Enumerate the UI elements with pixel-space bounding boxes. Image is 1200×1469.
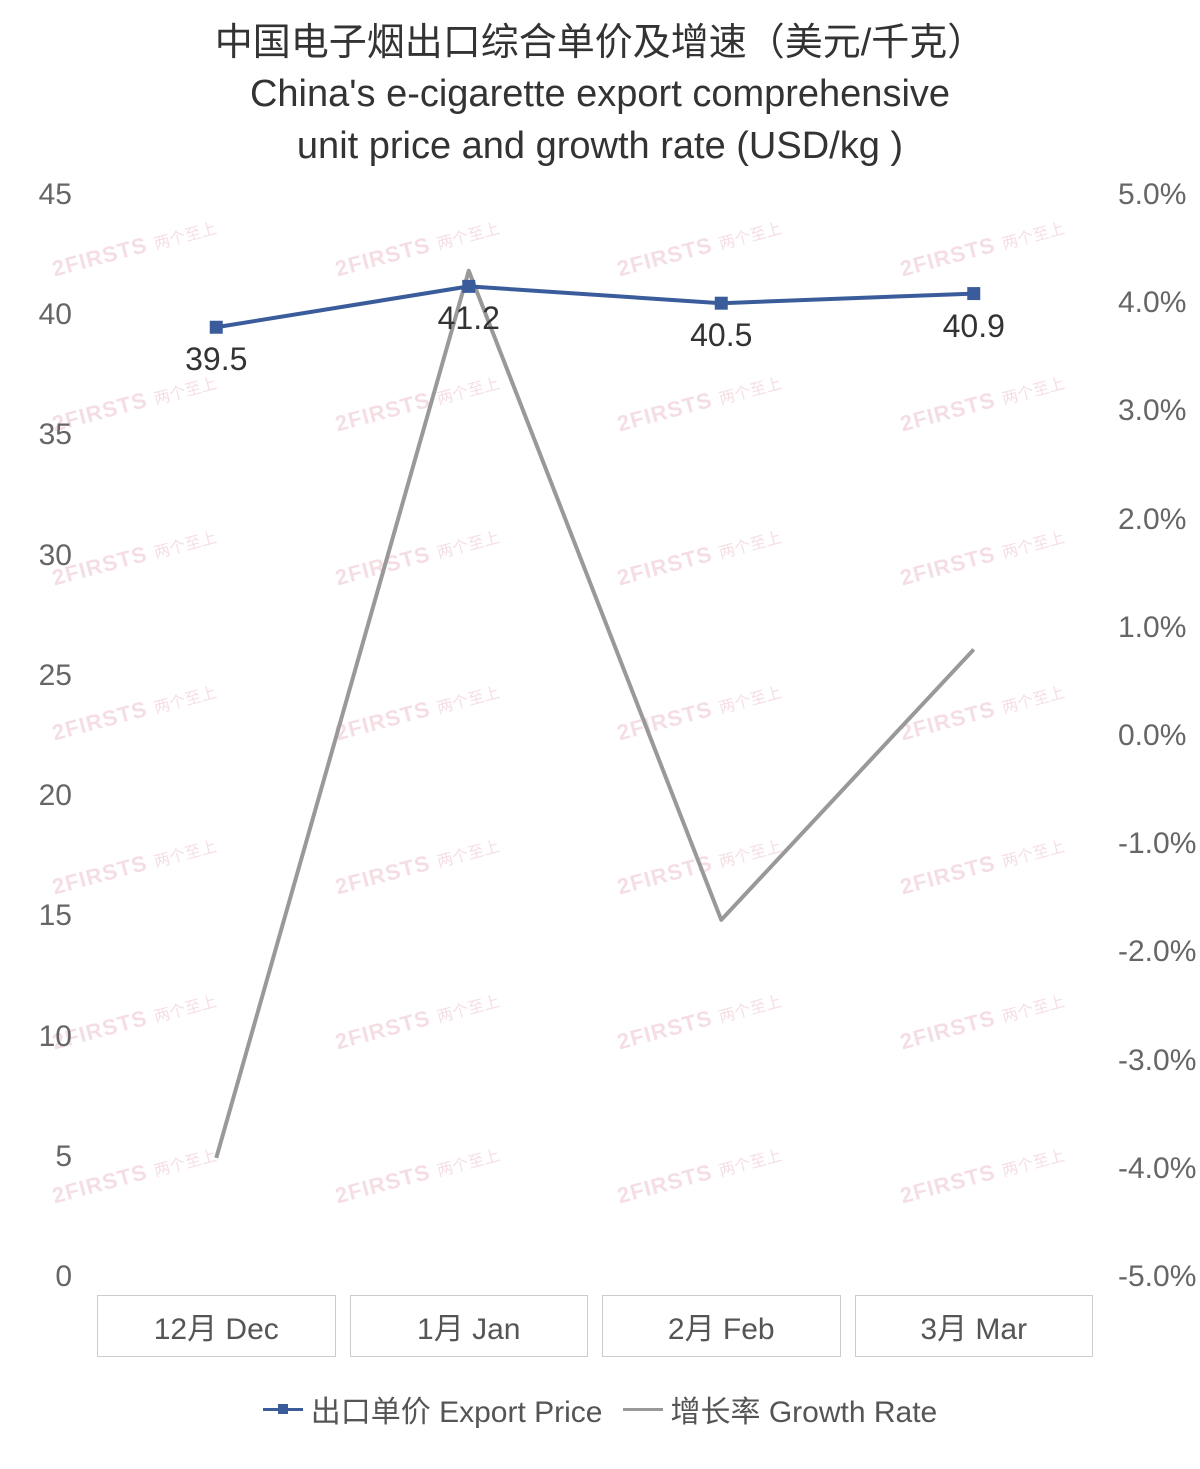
chart-title: 中国电子烟出口综合单价及增速（美元/千克） China's e-cigarett…	[0, 0, 1200, 172]
right-axis-tick-label: 4.0%	[1118, 286, 1186, 320]
legend-swatch	[263, 1408, 303, 1411]
legend-swatch	[623, 1408, 663, 1411]
left-axis-tick-label: 15	[39, 899, 72, 933]
price-data-label: 41.2	[438, 300, 500, 337]
title-line-1: 中国电子烟出口综合单价及增速（美元/千克）	[0, 18, 1200, 69]
right-axis-tick-label: 2.0%	[1118, 503, 1186, 537]
price-data-label: 39.5	[185, 341, 247, 378]
left-axis-tick-label: 20	[39, 779, 72, 813]
right-axis-tick-label: 3.0%	[1118, 394, 1186, 428]
right-axis-tick-label: 1.0%	[1118, 611, 1186, 645]
chart-container: 中国电子烟出口综合单价及增速（美元/千克） China's e-cigarett…	[0, 0, 1200, 1469]
x-category-box: 3月 Mar	[855, 1295, 1094, 1357]
growth-rate-line	[216, 271, 974, 1158]
x-category-label: 2月 Feb	[668, 1304, 775, 1348]
legend-item: 出口单价 Export Price	[263, 1387, 603, 1431]
left-axis-tick-label: 0	[55, 1260, 72, 1294]
price-marker	[210, 321, 222, 333]
right-axis-tick-label: 0.0%	[1118, 719, 1186, 753]
x-category-box: 12月 Dec	[97, 1295, 336, 1357]
price-marker	[968, 288, 980, 300]
legend: 出口单价 Export Price 增长率 Growth Rate	[0, 1387, 1200, 1431]
left-axis-tick-label: 35	[39, 418, 72, 452]
left-axis-tick-label: 30	[39, 539, 72, 573]
price-marker	[463, 280, 475, 292]
right-axis-tick-label: -3.0%	[1118, 1044, 1196, 1078]
x-category-label: 12月 Dec	[154, 1304, 279, 1348]
title-line-2: China's e-cigarette export comprehensive	[0, 69, 1200, 120]
legend-label: 出口单价 Export Price	[311, 1387, 603, 1431]
left-axis-tick-label: 40	[39, 298, 72, 332]
x-category-label: 3月 Mar	[920, 1304, 1027, 1348]
left-axis-tick-label: 5	[55, 1140, 72, 1174]
right-axis-tick-label: -4.0%	[1118, 1152, 1196, 1186]
export-price-line	[216, 286, 974, 327]
left-axis-tick-label: 25	[39, 659, 72, 693]
left-axis-tick-label: 45	[39, 178, 72, 212]
title-line-3: unit price and growth rate (USD/kg )	[0, 121, 1200, 172]
left-axis-tick-label: 10	[39, 1020, 72, 1054]
right-axis-tick-label: 5.0%	[1118, 178, 1186, 212]
price-data-label: 40.9	[943, 308, 1005, 345]
x-category-box: 1月 Jan	[350, 1295, 589, 1357]
right-axis-tick-label: -1.0%	[1118, 827, 1196, 861]
price-marker	[715, 297, 727, 309]
price-data-label: 40.5	[690, 317, 752, 354]
legend-label: 增长率 Growth Rate	[671, 1387, 938, 1431]
right-axis-tick-label: -2.0%	[1118, 935, 1196, 969]
x-category-label: 1月 Jan	[417, 1304, 520, 1348]
legend-marker-icon	[278, 1404, 288, 1414]
x-category-box: 2月 Feb	[602, 1295, 841, 1357]
legend-item: 增长率 Growth Rate	[623, 1387, 938, 1431]
right-axis-tick-label: -5.0%	[1118, 1260, 1196, 1294]
